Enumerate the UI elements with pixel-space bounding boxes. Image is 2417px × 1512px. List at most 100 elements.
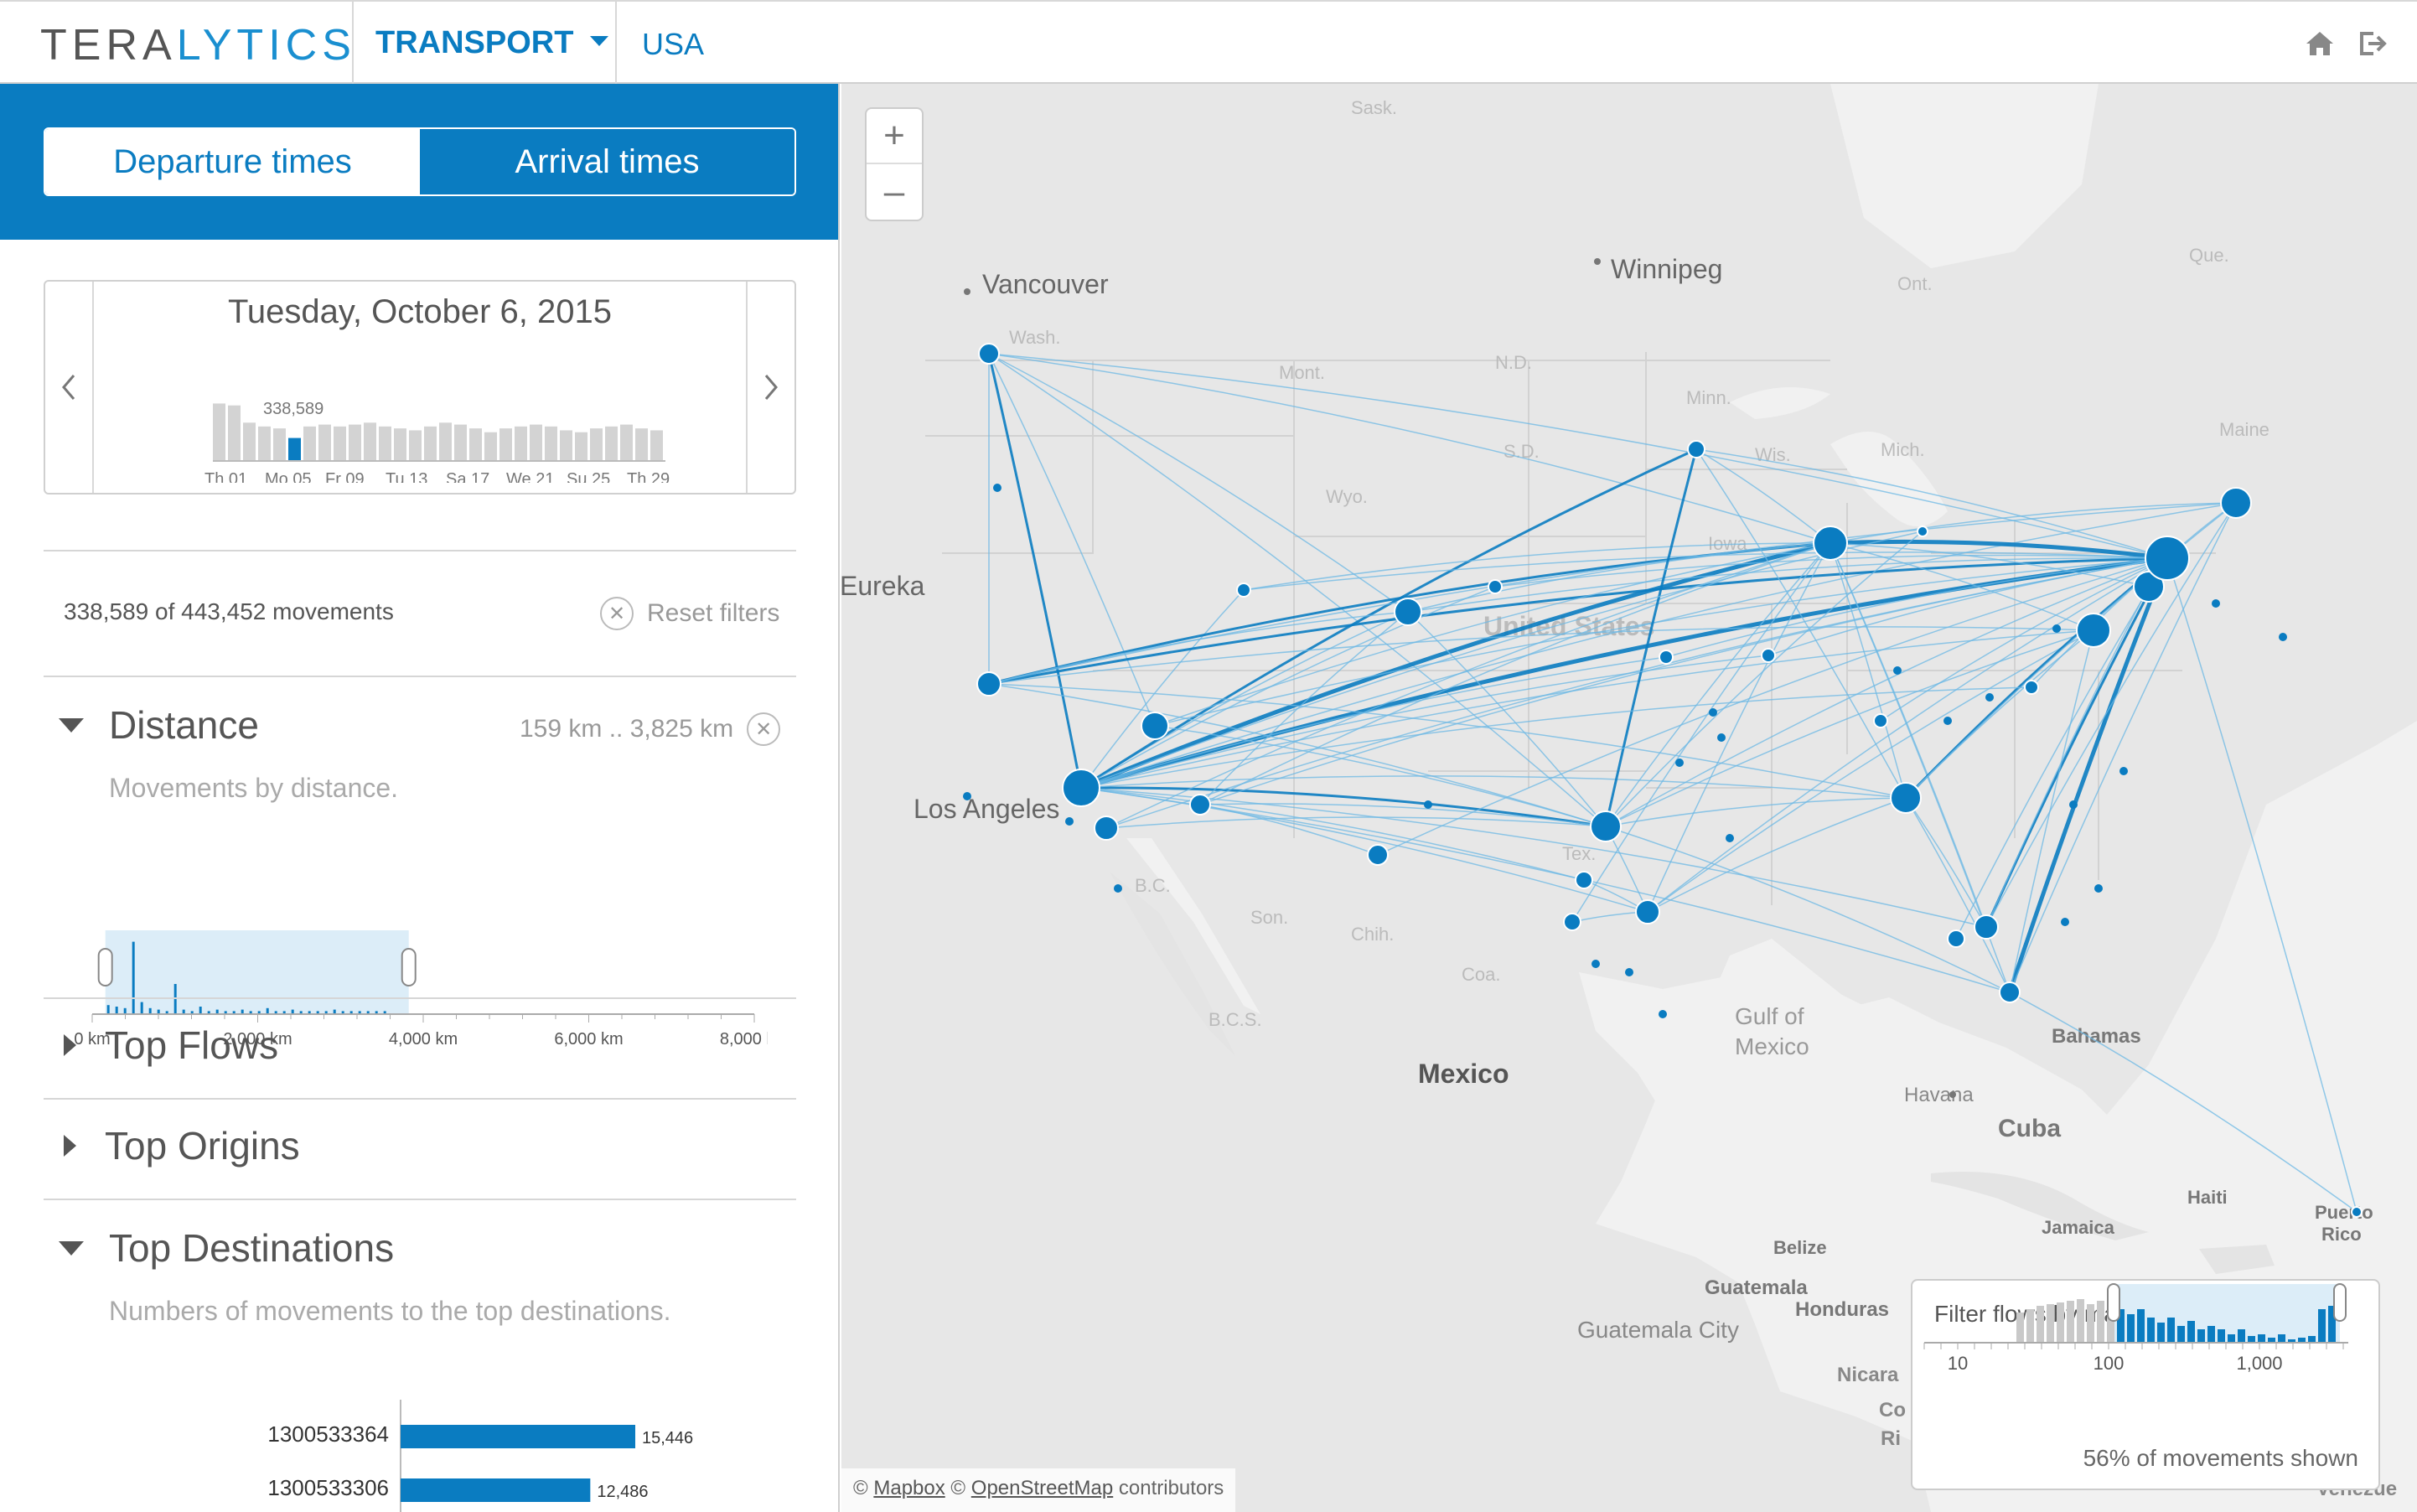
flow-node-small[interactable] [2119, 767, 2128, 775]
flow-line[interactable] [1985, 502, 2237, 928]
day-bar[interactable] [499, 428, 512, 461]
distance-section-toggle[interactable]: Distance [59, 702, 259, 748]
reset-filters-button[interactable]: ✕ Reset filters [600, 597, 779, 630]
flow-line[interactable] [988, 353, 1831, 544]
map-canvas[interactable]: Vancouver Winnipeg Eureka Los Angeles Mexico… [841, 84, 2417, 1512]
flow-line[interactable] [988, 353, 2168, 559]
day-bar[interactable] [394, 428, 406, 461]
flow-node[interactable] [978, 343, 1000, 365]
flow-line[interactable] [1199, 557, 2168, 805]
flow-node-small[interactable] [1659, 1010, 1667, 1018]
flow-node[interactable] [2145, 536, 2190, 581]
flow-node[interactable] [1687, 440, 1705, 458]
zoom-in-button[interactable]: + [867, 109, 922, 164]
top-destinations-section-toggle[interactable]: Top Destinations [59, 1225, 394, 1271]
flow-line[interactable] [1243, 542, 1831, 591]
prev-day-button[interactable] [45, 282, 94, 493]
flow-node[interactable] [1563, 913, 1581, 931]
flow-line[interactable] [1080, 656, 1667, 789]
flow-line[interactable] [1830, 542, 2150, 588]
day-bar[interactable] [605, 426, 618, 461]
flow-line[interactable] [1830, 502, 2237, 544]
flow-line[interactable] [1080, 586, 1496, 789]
flow-line[interactable] [1695, 448, 2168, 559]
flow-line[interactable] [1605, 542, 1831, 827]
flow-line[interactable] [1080, 787, 1585, 881]
flow-line[interactable] [2009, 502, 2237, 993]
flow-line[interactable] [987, 353, 1083, 789]
flow-line[interactable] [988, 683, 1607, 827]
flow-node-small[interactable] [2069, 800, 2078, 809]
day-bar[interactable] [439, 422, 452, 461]
flow-line[interactable] [1154, 557, 2168, 727]
flow-node[interactable] [1635, 899, 1660, 924]
flow-line[interactable] [1605, 531, 1923, 827]
day-bar[interactable] [454, 424, 467, 461]
flow-line[interactable] [1080, 786, 1607, 828]
top-destinations-chart[interactable]: 130053336415,446130053330612,48613005068… [168, 1400, 771, 1512]
flow-line[interactable] [1604, 448, 1698, 827]
flow-node[interactable] [1947, 929, 1965, 948]
flow-node[interactable] [976, 671, 1001, 696]
flow-node[interactable] [1575, 871, 1593, 889]
flow-node-small[interactable] [1943, 717, 1952, 725]
day-bar[interactable] [575, 432, 587, 461]
next-day-button[interactable] [746, 282, 794, 493]
flow-line[interactable] [1605, 629, 2094, 827]
day-bar[interactable] [303, 426, 316, 461]
flow-line[interactable] [988, 626, 2094, 685]
flow-node[interactable] [1999, 981, 2021, 1003]
flow-line[interactable] [1407, 611, 1607, 827]
top-origins-section-toggle[interactable]: Top Origins [59, 1123, 300, 1168]
day-bar[interactable] [288, 438, 301, 461]
daily-movements-chart[interactable]: 338,589 Th 01 Mo 05 Fr 09 Tu 13 Sa 17 We 21 Su … [163, 374, 699, 483]
flow-line[interactable] [1905, 797, 2011, 993]
flow-line[interactable] [988, 353, 1409, 613]
flow-map[interactable]: Vancouver Winnipeg Eureka Los Angeles Mexico… [841, 84, 2417, 1512]
range-handle[interactable] [2333, 1283, 2347, 1322]
day-bar[interactable] [590, 428, 603, 461]
flow-line[interactable] [1243, 551, 2168, 591]
flow-line[interactable] [1199, 804, 1379, 856]
flow-node[interactable] [1890, 782, 1922, 814]
flow-node[interactable] [1141, 712, 1169, 740]
flow-node[interactable] [1917, 526, 1928, 537]
flow-node-small[interactable] [2279, 633, 2287, 641]
clear-distance-icon[interactable]: ✕ [747, 712, 781, 746]
flow-node-small[interactable] [993, 484, 1001, 492]
flow-node[interactable] [1813, 526, 1848, 561]
flow-node-small[interactable] [1675, 759, 1684, 767]
flow-line[interactable] [1605, 826, 2011, 993]
day-bar[interactable] [545, 426, 557, 461]
flow-line[interactable] [2007, 557, 2170, 993]
flow-node[interactable] [1236, 583, 1251, 598]
destination-bar[interactable] [401, 1478, 591, 1502]
flow-line[interactable] [1605, 557, 2168, 827]
departure-times-button[interactable]: Departure times [45, 129, 420, 194]
flow-node[interactable] [2351, 1206, 2363, 1218]
flow-line[interactable] [2009, 629, 2094, 993]
flow-node[interactable] [2024, 680, 2039, 695]
flow-line[interactable] [1647, 557, 2168, 913]
flow-node-small[interactable] [1985, 693, 1994, 702]
flow-node-small[interactable] [2212, 599, 2220, 608]
flow-node[interactable] [2076, 613, 2111, 648]
day-bar[interactable] [379, 426, 391, 461]
flow-line[interactable] [988, 557, 2168, 686]
day-bar[interactable] [484, 432, 497, 461]
day-bar[interactable] [258, 426, 271, 461]
flow-node-small[interactable] [2094, 884, 2103, 893]
flow-node[interactable] [1062, 769, 1100, 807]
home-icon[interactable] [2303, 27, 2337, 60]
flow-node[interactable] [1367, 844, 1389, 866]
flow-line[interactable] [1605, 797, 1907, 827]
flow-node-small[interactable] [1065, 817, 1074, 826]
flow-line[interactable] [1377, 557, 2168, 856]
flow-line[interactable] [1105, 816, 1607, 829]
day-bar[interactable] [213, 403, 225, 461]
day-bar[interactable] [409, 430, 422, 461]
flow-node[interactable] [1394, 598, 1422, 626]
flow-node[interactable] [1659, 650, 1674, 665]
flow-line[interactable] [1647, 629, 2094, 913]
day-bar[interactable] [334, 426, 346, 461]
